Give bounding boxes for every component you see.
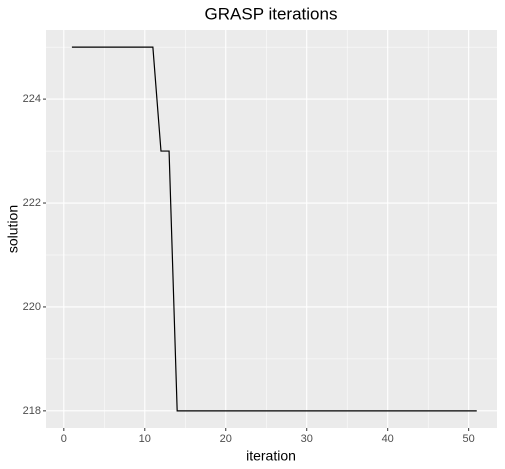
x-tick-label: 30: [301, 433, 313, 445]
x-tick-label: 20: [220, 433, 232, 445]
x-tick-label: 10: [139, 433, 151, 445]
panel: [46, 30, 497, 428]
x-tick-label: 0: [61, 433, 67, 445]
grid: [46, 30, 497, 428]
x-tick-label: 50: [463, 433, 475, 445]
line: [71, 46, 477, 412]
y-tick-label: 220: [23, 301, 41, 313]
y-tick-label: 218: [23, 405, 41, 417]
x-tick-label: 40: [382, 433, 394, 445]
y-tick-label: 224: [23, 93, 41, 105]
y-axis-label: solution: [5, 205, 21, 253]
x-axis-label: iteration: [246, 448, 296, 464]
y-tick-label: 222: [23, 197, 41, 209]
chart-title: GRASP iterations: [205, 4, 338, 23]
